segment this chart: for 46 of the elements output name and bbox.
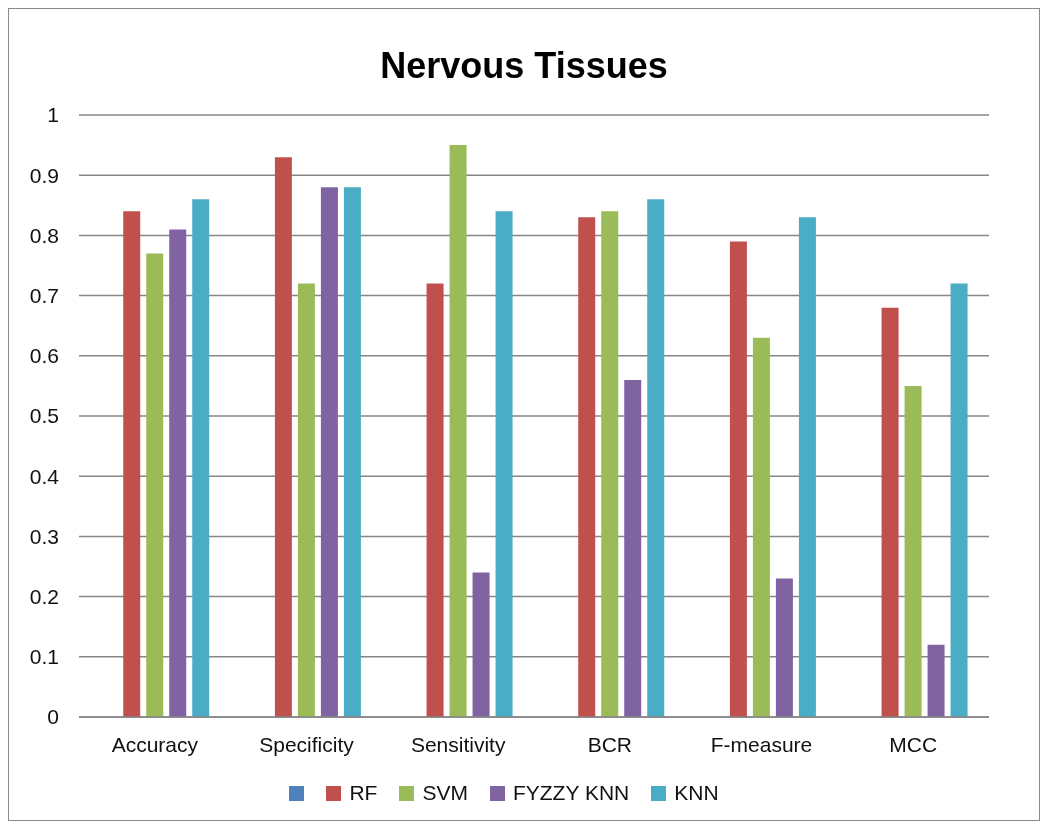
x-tick-label: BCR (587, 732, 633, 756)
y-tick-label: 0.9 (29, 163, 59, 187)
y-tick-label: 0.3 (29, 524, 59, 548)
y-tick-label: 0.7 (29, 284, 59, 308)
bar (927, 644, 945, 717)
bar (320, 187, 338, 717)
bar (881, 307, 899, 717)
bar (775, 578, 793, 717)
bar (578, 217, 596, 717)
bar (798, 217, 816, 717)
bar (449, 145, 467, 717)
y-tick-label: 0.6 (29, 344, 59, 368)
bar (169, 229, 187, 717)
bar (146, 253, 164, 717)
y-tick-label: 0.8 (29, 223, 59, 247)
legend-label: SVM (422, 781, 468, 805)
x-tick-label: Sensitivity (410, 732, 506, 756)
chart-title: Nervous Tissues (379, 45, 669, 88)
y-tick-label: 1 (47, 103, 59, 127)
x-tick-label: MCC (889, 732, 938, 756)
bar (297, 283, 315, 717)
legend-label: RF (349, 781, 378, 805)
y-tick-label: 0.1 (29, 645, 59, 669)
bar (426, 283, 444, 717)
bar (472, 572, 490, 717)
bar (752, 337, 770, 717)
x-tick-label: Specificity (259, 732, 355, 756)
bar (729, 241, 747, 717)
y-tick-label: 0.2 (29, 585, 59, 609)
bar (950, 283, 968, 717)
bar (624, 379, 642, 717)
bar (495, 211, 513, 717)
bar (904, 385, 922, 717)
bar (192, 199, 210, 717)
y-tick-label: 0 (47, 705, 59, 729)
x-tick-label: Accuracy (111, 732, 199, 756)
x-tick-label: F-measure (710, 732, 813, 756)
legend-label: FYZZY KNN (512, 781, 630, 805)
legend-label: KNN (674, 781, 719, 805)
bar (343, 187, 361, 717)
y-tick-label: 0.5 (29, 404, 59, 428)
bar (123, 211, 141, 717)
y-tick-label: 0.4 (29, 464, 60, 488)
bar (274, 157, 292, 717)
bar (647, 199, 665, 717)
bar (601, 211, 619, 717)
